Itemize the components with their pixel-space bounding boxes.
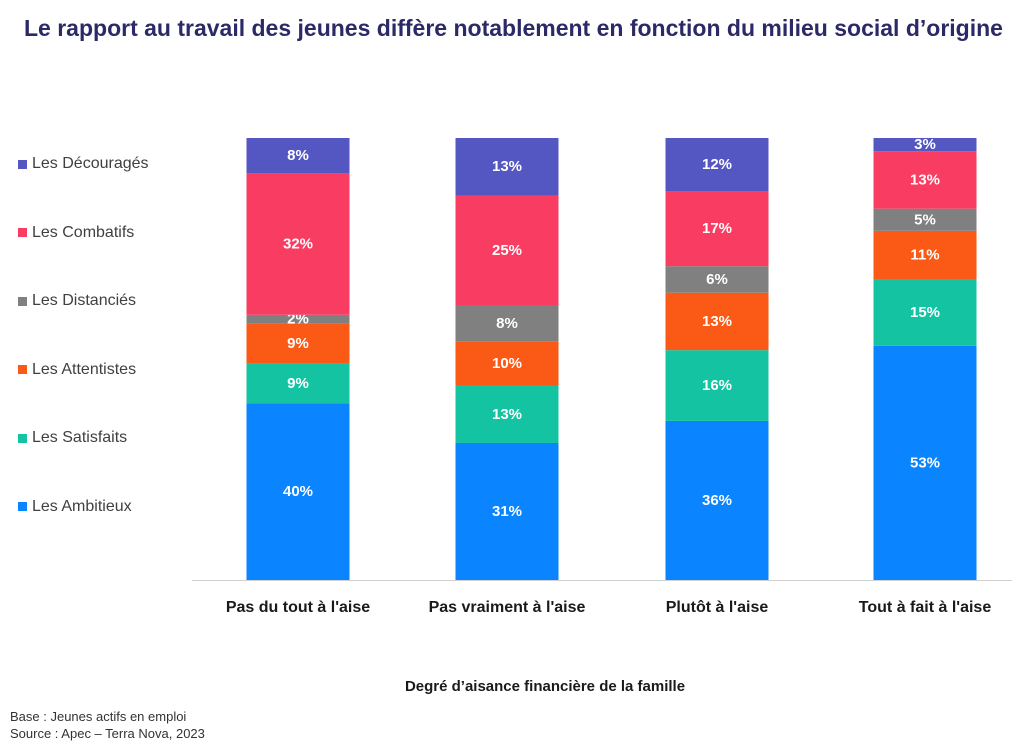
legend-swatch-les-combatifs — [18, 228, 27, 237]
legend: Les Découragés Les Combatifs Les Distancié… — [18, 152, 208, 562]
data-label-les-ambitieux-plutot-a-l-aise: 36% — [702, 492, 732, 509]
data-label-les-decourages-pas-du-tout-a-l-aise: 8% — [287, 147, 309, 164]
legend-item-les-decourages: Les Découragés — [18, 152, 149, 176]
bar-les-distancies-pas-du-tout-a-l-aise — [246, 314, 350, 324]
source-citation: Source : Apec – Terra Nova, 2023 — [10, 726, 205, 741]
bar-les-decourages-plutot-a-l-aise — [665, 138, 769, 192]
data-label-les-ambitieux-pas-du-tout-a-l-aise: 40% — [283, 483, 313, 500]
bar-les-attentistes-plutot-a-l-aise — [665, 292, 769, 351]
data-label-les-distancies-tout-a-fait-a-l-aise: 5% — [914, 211, 936, 228]
legend-item-les-ambitieux: Les Ambitieux — [18, 495, 132, 519]
data-label-les-ambitieux-tout-a-fait-a-l-aise: 53% — [910, 454, 940, 471]
data-label-les-satisfaits-pas-du-tout-a-l-aise: 9% — [287, 375, 309, 392]
bar-les-decourages-pas-vraiment-a-l-aise — [455, 138, 559, 196]
bar-les-attentistes-pas-vraiment-a-l-aise — [455, 341, 559, 386]
data-label-les-combatifs-tout-a-fait-a-l-aise: 13% — [910, 171, 940, 188]
bar-les-combatifs-plutot-a-l-aise — [665, 191, 769, 267]
data-label-les-satisfaits-tout-a-fait-a-l-aise: 15% — [910, 304, 940, 321]
bar-les-satisfaits-pas-du-tout-a-l-aise — [246, 363, 350, 404]
legend-swatch-les-ambitieux — [18, 502, 27, 511]
data-label-les-ambitieux-pas-vraiment-a-l-aise: 31% — [492, 503, 522, 520]
data-label-les-attentistes-pas-du-tout-a-l-aise: 9% — [287, 335, 309, 352]
data-label-les-combatifs-pas-du-tout-a-l-aise: 32% — [283, 236, 313, 253]
base-note: Base : Jeunes actifs en emploi — [10, 709, 187, 724]
data-label-les-attentistes-tout-a-fait-a-l-aise: 11% — [910, 247, 939, 264]
data-label-les-decourages-plutot-a-l-aise: 12% — [702, 156, 732, 173]
legend-item-les-attentistes: Les Attentistes — [18, 358, 136, 382]
bar-les-combatifs-pas-du-tout-a-l-aise — [246, 173, 350, 315]
legend-swatch-les-satisfaits — [18, 433, 27, 443]
data-label-les-attentistes-pas-vraiment-a-l-aise: 10% — [492, 355, 522, 372]
category-label-tout-a-fait-a-l-aise: Tout à fait à l'aise — [859, 599, 992, 616]
legend-item-les-combatifs: Les Combatifs — [18, 221, 134, 245]
chart-title: Le rapport au travail des jeunes diffère… — [24, 15, 1003, 41]
bar-les-satisfaits-tout-a-fait-a-l-aise — [873, 279, 977, 346]
bar-les-ambitieux-pas-du-tout-a-l-aise — [246, 403, 350, 580]
data-label-les-distancies-plutot-a-l-aise: 6% — [706, 271, 728, 288]
legend-item-les-distancies: Les Distanciés — [18, 289, 136, 313]
legend-swatch-les-distancies — [18, 296, 27, 306]
bar-les-satisfaits-plutot-a-l-aise — [665, 350, 769, 421]
bar-les-ambitieux-plutot-a-l-aise — [665, 420, 769, 580]
bar-les-combatifs-tout-a-fait-a-l-aise — [873, 151, 977, 209]
data-label-les-decourages-pas-vraiment-a-l-aise: 13% — [492, 158, 522, 175]
legend-label-les-distancies: Les Distanciés — [32, 292, 137, 309]
bar-les-ambitieux-tout-a-fait-a-l-aise — [873, 345, 977, 580]
bar-les-attentistes-pas-du-tout-a-l-aise — [246, 323, 350, 364]
bar-les-distancies-tout-a-fait-a-l-aise — [873, 208, 977, 231]
category-label-plutot-a-l-aise: Plutôt à l'aise — [666, 599, 769, 616]
legend-swatch-les-attentistes — [18, 365, 27, 374]
bar-les-combatifs-pas-vraiment-a-l-aise — [455, 195, 559, 306]
legend-swatch-les-decourages — [18, 159, 27, 169]
data-label-les-attentistes-plutot-a-l-aise: 13% — [702, 313, 732, 330]
bar-les-decourages-tout-a-fait-a-l-aise — [873, 138, 977, 152]
category-label-pas-du-tout-a-l-aise: Pas du tout à l'aise — [226, 599, 370, 616]
legend-item-les-satisfaits: Les Satisfaits — [18, 426, 127, 450]
data-label-les-satisfaits-plutot-a-l-aise: 16% — [702, 377, 732, 394]
legend-label-les-ambitieux: Les Ambitieux — [32, 497, 132, 515]
legend-label-les-satisfaits: Les Satisfaits — [32, 429, 128, 446]
data-label-les-distancies-pas-du-tout-a-l-aise: 2% — [287, 311, 309, 328]
legend-label-les-decourages: Les Découragés — [32, 155, 149, 172]
legend-label-les-attentistes: Les Attentistes — [32, 360, 137, 378]
bar-les-distancies-pas-vraiment-a-l-aise — [455, 305, 559, 342]
data-label-les-decourages-tout-a-fait-a-l-aise: 3% — [914, 136, 936, 153]
legend-label-les-combatifs: Les Combatifs — [32, 223, 135, 241]
data-label-les-combatifs-plutot-a-l-aise: 17% — [702, 220, 732, 237]
bar-les-distancies-plutot-a-l-aise — [665, 266, 769, 293]
bar-les-decourages-pas-du-tout-a-l-aise — [246, 138, 350, 174]
data-label-les-combatifs-pas-vraiment-a-l-aise: 25% — [492, 242, 522, 259]
bar-les-satisfaits-pas-vraiment-a-l-aise — [455, 385, 559, 443]
category-label-pas-vraiment-a-l-aise: Pas vraiment à l'aise — [429, 599, 586, 616]
x-axis-label: Degré d’aisance financière de la famille — [404, 678, 686, 695]
data-label-les-satisfaits-pas-vraiment-a-l-aise: 13% — [492, 406, 522, 423]
bar-les-ambitieux-pas-vraiment-a-l-aise — [455, 442, 559, 580]
source-note: Base : Jeunes actifs en emploi Source : … — [10, 708, 205, 742]
data-label-les-distancies-pas-vraiment-a-l-aise: 8% — [496, 315, 518, 332]
bar-les-attentistes-tout-a-fait-a-l-aise — [873, 230, 977, 280]
